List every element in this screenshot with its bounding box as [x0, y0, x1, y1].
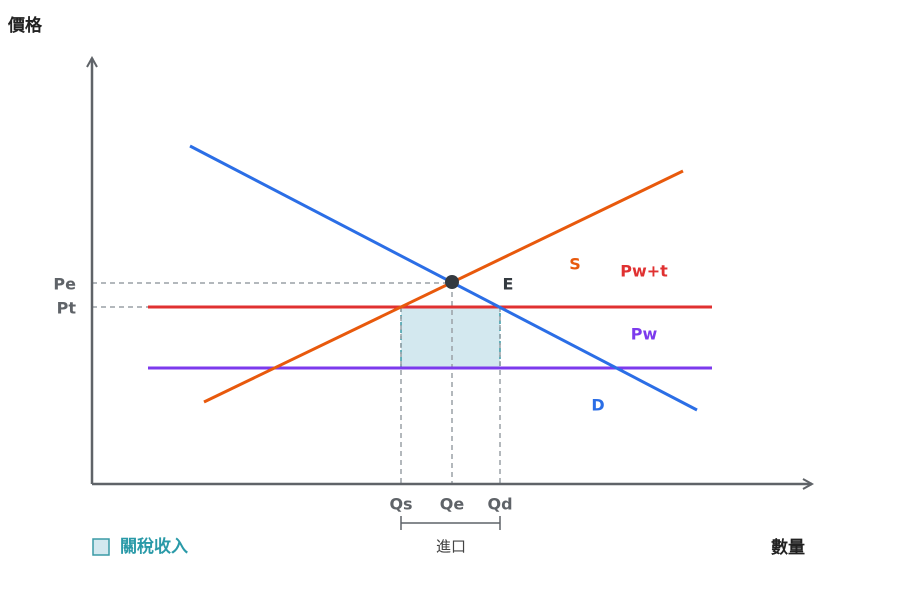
tariff-revenue-area — [400, 306, 501, 369]
legend-swatch — [92, 538, 110, 556]
qs-label: Qs — [389, 495, 412, 514]
import-label: 進口 — [436, 538, 466, 556]
guides — [92, 282, 501, 484]
world-price-tariff-label: Pw+t — [620, 262, 668, 281]
equilibrium-point — [445, 275, 459, 289]
qe-label: Qe — [440, 495, 465, 514]
equilibrium-label: E — [503, 275, 514, 294]
supply-label: S — [569, 255, 581, 274]
pt-label: Pt — [57, 299, 77, 318]
y-axis-label: 價格 — [7, 15, 43, 36]
x-axis-label: 數量 — [771, 537, 805, 558]
legend-label: 關稅收入 — [120, 536, 188, 557]
pe-label: Pe — [53, 275, 76, 294]
import-bracket — [400, 516, 501, 530]
world-price-label: Pw — [631, 325, 658, 344]
demand-label: D — [591, 396, 604, 415]
demand-curve — [189, 144, 698, 412]
supply-curve — [203, 169, 684, 404]
qd-label: Qd — [487, 495, 512, 514]
